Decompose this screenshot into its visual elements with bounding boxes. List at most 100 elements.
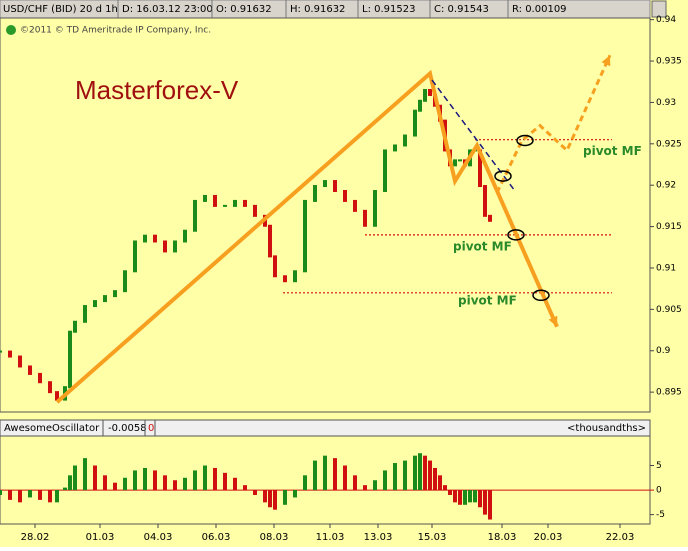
- oscillator-bar: [283, 490, 287, 505]
- pivot-label: pivot MF: [583, 144, 642, 158]
- oscillator-bar: [63, 487, 67, 491]
- header-field: L: 0.91523: [362, 4, 415, 15]
- oscillator-bar: [293, 490, 297, 498]
- oscillator-bar: [18, 490, 22, 503]
- x-tick-label: 28.02: [21, 532, 50, 543]
- price-bar: [383, 149, 387, 192]
- pivot-label: pivot MF: [458, 293, 517, 307]
- header-field: H: 0.91632: [290, 4, 345, 15]
- x-tick-label: 13.03: [364, 532, 393, 543]
- oscillator-bar: [55, 490, 59, 503]
- price-bar: [413, 109, 417, 137]
- x-tick-label: 01.03: [86, 532, 115, 543]
- price-bar: [253, 204, 257, 217]
- price-bar: [48, 381, 52, 394]
- pivot-marker: [516, 134, 534, 147]
- oscillator-bar: [423, 455, 427, 491]
- oscillator-bar: [393, 463, 397, 491]
- y-tick-label: 0.9: [656, 346, 671, 356]
- x-tick-label: 18.03: [488, 532, 517, 543]
- x-tick-label: 08.03: [260, 532, 289, 543]
- oscillator-bar: [443, 485, 447, 491]
- oscillator-bar: [213, 467, 217, 491]
- oscillator-bar: [103, 475, 107, 491]
- price-bar: [68, 330, 72, 389]
- oscillator-units: <thousandths>: [567, 423, 646, 434]
- oscillator-bar: [478, 490, 482, 508]
- price-bar: [488, 214, 492, 222]
- arrow-head: [548, 315, 558, 327]
- price-bar: [8, 350, 12, 358]
- pivot-marker: [532, 289, 550, 302]
- oscillator-title: AwesomeOscillator: [4, 423, 100, 434]
- header-field: C: 0.91543: [434, 4, 489, 15]
- price-bar: [38, 372, 42, 384]
- price-bar: [418, 99, 422, 112]
- oscillator-bar: [8, 490, 12, 500]
- price-panel: [0, 17, 651, 413]
- oscillator-bar: [163, 475, 167, 491]
- oscillator-bar: [253, 490, 257, 495]
- pivot-label: pivot MF: [453, 239, 512, 253]
- oscillator-bar: [323, 455, 327, 491]
- header-field: O: 0.91632: [216, 4, 272, 15]
- logo-icon: [6, 25, 16, 35]
- panel-button[interactable]: [651, 0, 667, 18]
- price-bar: [363, 209, 367, 227]
- price-bar: [173, 240, 177, 253]
- price-bar: [393, 144, 397, 152]
- oscillator-bar: [133, 470, 137, 491]
- oscillator-bar: [433, 467, 437, 491]
- oscillator-bar: [193, 470, 197, 491]
- price-bar: [453, 159, 457, 167]
- copyright: ©2011 © TD Ameritrade IP Company, Inc.: [20, 26, 211, 36]
- price-bar: [18, 355, 22, 368]
- price-bar: [243, 199, 247, 207]
- x-tick-label: 04.03: [144, 532, 173, 543]
- oscillator-bar: [413, 455, 417, 491]
- y-tick-label: 0.915: [656, 222, 682, 232]
- price-bar: [113, 290, 117, 298]
- chart-title: Masterforex-V: [75, 75, 239, 105]
- price-bar: [428, 89, 432, 96]
- price-bar: [458, 159, 462, 162]
- oscillator-bar: [83, 458, 87, 491]
- price-bar: [153, 234, 157, 243]
- price-bar: [183, 229, 187, 243]
- oscillator-bar: [483, 490, 487, 515]
- price-bar: [233, 199, 237, 207]
- oscillator-bar: [203, 465, 207, 491]
- price-bar: [333, 180, 337, 192]
- price-bar: [123, 270, 127, 293]
- oscillator-bar: [428, 460, 432, 491]
- price-bar: [163, 240, 167, 253]
- oscillator-bar: [153, 470, 157, 491]
- oscillator-bar: [243, 485, 247, 491]
- y-tick-label: 0.895: [656, 388, 682, 398]
- oscillator-bar: [303, 475, 307, 491]
- oscillator-bar: [403, 460, 407, 491]
- oscillator-bar: [333, 458, 337, 491]
- oscillator-bar: [48, 490, 52, 503]
- price-bar: [273, 255, 277, 278]
- y-tick-label: 0: [656, 486, 662, 496]
- price-bar: [478, 149, 482, 188]
- price-bar: [193, 199, 197, 232]
- oscillator-bar: [273, 490, 277, 510]
- price-bar: [133, 240, 137, 273]
- oscillator-flag: 0: [148, 423, 154, 434]
- y-tick-label: 0.935: [656, 57, 682, 67]
- oscillator-bar: [173, 480, 177, 491]
- oscillator-bar: [223, 472, 227, 491]
- price-bar: [93, 300, 97, 308]
- y-tick-label: 0.92: [656, 181, 676, 191]
- header-field: D: 16.03.12 23:00: [122, 4, 213, 15]
- oscillator-bar: [233, 477, 237, 491]
- oscillator-bar: [38, 490, 42, 500]
- price-bar: [268, 224, 272, 258]
- price-bar: [483, 185, 487, 217]
- oscillator-bar: [183, 477, 187, 491]
- oscillator-bar: [418, 453, 422, 491]
